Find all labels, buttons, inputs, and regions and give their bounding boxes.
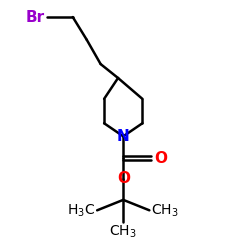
Text: Br: Br [26,10,45,24]
Text: CH$_3$: CH$_3$ [110,223,137,240]
Text: N: N [117,129,130,144]
Text: CH$_3$: CH$_3$ [151,202,179,218]
Text: O: O [154,150,168,166]
Text: H$_3$C: H$_3$C [67,202,96,218]
Text: O: O [117,172,130,186]
